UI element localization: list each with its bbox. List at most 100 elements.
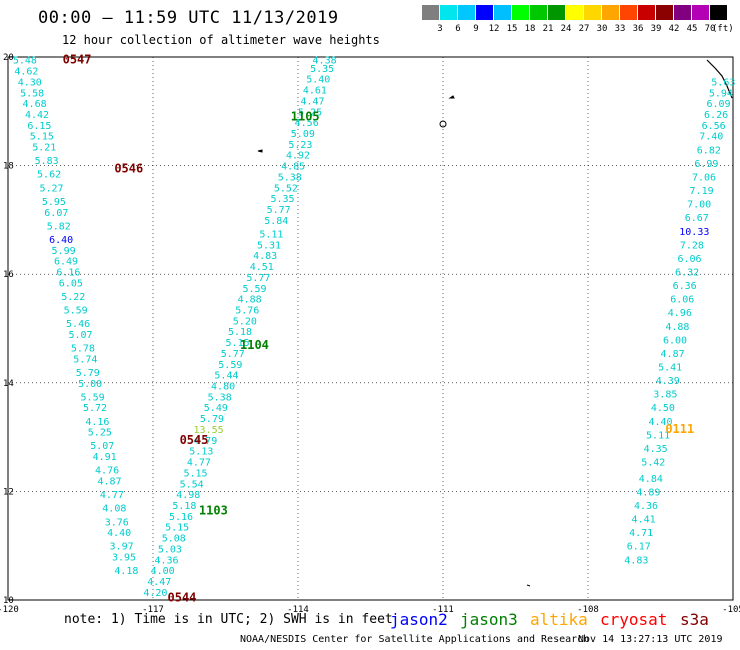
wave-height-value: 5.25 [88, 428, 112, 439]
wave-height-value: 5.42 [641, 458, 665, 469]
scale-label: 6 [455, 24, 461, 34]
wave-height-value: 4.00 [151, 566, 175, 577]
wave-height-value: 5.09 [291, 129, 315, 140]
wave-height-value: 5.15 [165, 523, 189, 534]
wave-height-value: 6.17 [627, 542, 651, 553]
wave-height-value: 5.52 [274, 183, 298, 194]
wave-height-value: 4.30 [18, 77, 42, 88]
scale-label: 70 [704, 24, 716, 34]
scale-swatch [710, 5, 727, 20]
island-small [448, 95, 455, 99]
y-tick-label: 20 [3, 53, 14, 63]
scale-swatch [584, 5, 601, 20]
wave-height-value: 3.85 [653, 390, 677, 401]
pass-time-label: 0546 [114, 161, 143, 175]
wave-height-value: 6.16 [56, 267, 80, 278]
x-tick-label: -105 [722, 605, 740, 615]
pass-time-label: 1105 [291, 110, 320, 124]
island-dot [257, 149, 263, 153]
wave-height-value: 5.08 [162, 534, 186, 545]
legend-item-cryosat: cryosat [600, 610, 668, 629]
scale-label: 12 [488, 24, 500, 34]
wave-height-value: 5.77 [221, 349, 245, 360]
wave-height-value: 5.76 [235, 305, 259, 316]
wave-height-value: 4.77 [100, 490, 124, 501]
wave-height-value: 5.78 [71, 344, 95, 355]
wave-height-value: 5.23 [288, 140, 312, 151]
wave-height-value: 6.67 [685, 213, 709, 224]
wave-height-value: 5.07 [68, 330, 92, 341]
footer-credit: NOAA/NESDIS Center for Satellite Applica… [240, 634, 590, 645]
scale-unit: (ft) [712, 24, 734, 34]
wave-height-value: 5.59 [81, 392, 105, 403]
legend-item-s3a: s3a [680, 610, 709, 629]
wave-height-value: 4.38 [313, 56, 337, 67]
wave-height-value: 5.38 [278, 172, 302, 183]
wave-height-value: 4.91 [93, 452, 117, 463]
wave-height-value: 6.40 [49, 235, 73, 246]
wave-height-value: 4.20 [143, 588, 167, 599]
wave-height-value: 5.15 [30, 132, 54, 143]
scale-label: 27 [578, 24, 590, 34]
y-tick-label: 14 [3, 379, 14, 389]
wave-height-value: 5.46 [66, 319, 90, 330]
wave-height-value: 6.56 [702, 121, 726, 132]
wave-height-value: 4.79 [193, 436, 217, 447]
wave-height-value: 4.08 [102, 504, 126, 515]
wave-height-value: 5.72 [83, 403, 107, 414]
wave-height-value: 5.59 [218, 360, 242, 371]
wave-height-value: 6.09 [706, 99, 730, 110]
wave-height-value: 5.20 [233, 316, 257, 327]
wave-height-value: 4.92 [286, 151, 310, 162]
wave-height-value: 5.07 [90, 441, 114, 452]
wave-height-value: 5.21 [32, 143, 56, 154]
wave-height-value: 3.76 [105, 517, 129, 528]
wave-height-value: 5.74 [73, 354, 97, 365]
wave-height-value: 4.47 [147, 577, 171, 588]
wave-height-value: 4.62 [14, 67, 38, 78]
scale-swatch [512, 5, 529, 20]
scale-label: 36 [632, 24, 644, 34]
island-dot-south [526, 584, 531, 587]
wave-height-value: 3.95 [112, 553, 136, 564]
wave-height-value: 6.15 [27, 121, 51, 132]
wave-height-value: 4.89 [636, 487, 660, 498]
wave-height-value: 7.19 [690, 186, 714, 197]
x-tick-label: -120 [0, 605, 19, 615]
scale-label: 30 [596, 24, 608, 34]
pass-time-label: 0111 [665, 422, 694, 436]
x-tick-label: -108 [577, 605, 599, 615]
map-grid [7, 56, 734, 601]
scale-swatch [422, 5, 439, 20]
scale-label: 3 [437, 24, 443, 34]
wave-height-value: 5.13 [189, 447, 213, 458]
wave-height-value: 4.83 [253, 251, 277, 262]
wave-height-value: 4.88 [238, 295, 262, 306]
map-title: 00:00 – 11:59 UTC 11/13/2019 [38, 8, 339, 28]
wave-height-value: 5.03 [158, 544, 182, 555]
wave-height-value: 4.76 [95, 466, 119, 477]
scale-label: 39 [650, 24, 662, 34]
wave-height-value: 5.77 [246, 273, 270, 284]
wave-height-value: 4.80 [211, 382, 235, 393]
wave-height-value: 5.48 [13, 56, 37, 67]
wave-height-value: 4.61 [303, 86, 327, 97]
pass-time-labels: 0547 0546 0545 0544 1105 1104 1103 0111 [63, 53, 695, 605]
wave-height-value: 5.11 [259, 229, 283, 240]
wave-height-value: 5.58 [20, 88, 44, 99]
scale-swatch [476, 5, 493, 20]
scale-label: 45 [686, 24, 698, 34]
wave-height-value: 5.18 [228, 327, 252, 338]
wave-height-value: 4.98 [176, 490, 200, 501]
scale-swatch [458, 5, 475, 20]
axis-ticks: 20 18 16 14 12 10-120 -117 -114 -111 -108 -105 [0, 53, 740, 615]
coastline [257, 59, 733, 587]
scale-swatch [638, 5, 655, 20]
wave-height-value: 5.59 [64, 305, 88, 316]
scale-swatch [602, 5, 619, 20]
wave-height-value: 5.84 [264, 216, 288, 227]
wave-height-value: 7.00 [687, 200, 711, 211]
x-tick-label: -111 [432, 605, 454, 615]
wave-height-value: 4.42 [25, 110, 49, 121]
wave-height-value: 13.55 [194, 425, 224, 436]
